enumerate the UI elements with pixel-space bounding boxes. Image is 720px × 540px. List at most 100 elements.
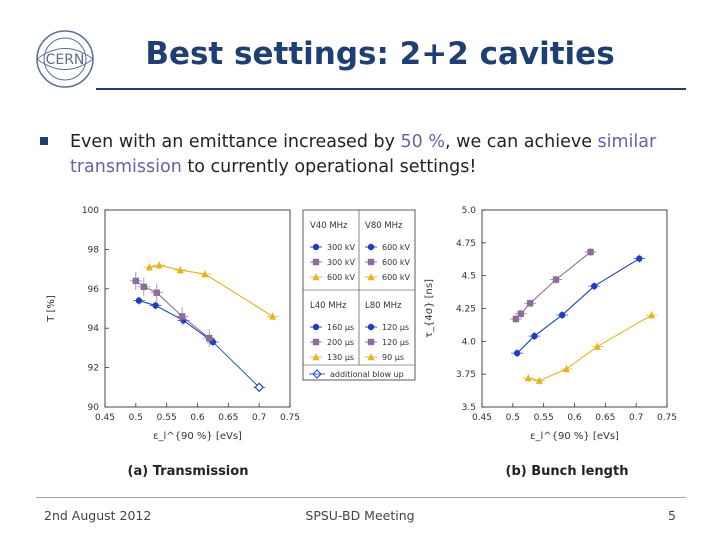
x-tick-label: 0.65 (595, 413, 615, 423)
data-point-yellow (145, 263, 153, 271)
data-point-purple (587, 248, 594, 256)
data-point-purple (178, 313, 186, 320)
legend-length-marker (312, 338, 320, 346)
bullet-point: Even with an emittance increased by 50 %… (40, 130, 700, 180)
legend-voltage-label: 300 kV (327, 243, 355, 252)
x-tick-label: 0.55 (157, 413, 177, 423)
legend-length-marker (367, 338, 375, 346)
data-point-purple (153, 289, 160, 296)
data-point-yellow (155, 261, 163, 269)
legend-length-label: 90 μs (382, 353, 404, 362)
y-tick-label: 4.5 (462, 272, 476, 282)
data-point-purple (140, 283, 148, 291)
data-point-purple (206, 334, 213, 342)
series-line-blue (138, 300, 214, 343)
y-tick-label: 4.25 (456, 305, 476, 315)
legend: V40 MHz V80 MHz 300 kV 600 kV 300 kV 600 kV… (302, 209, 416, 381)
data-point-blue (531, 332, 538, 340)
data-point-yellow (524, 374, 532, 382)
x-tick-label: 0.75 (657, 413, 677, 423)
y-tick-label: 94 (88, 324, 100, 334)
data-point-purple (526, 300, 534, 307)
cern-logo: CERN (36, 30, 94, 88)
footer-date: 2nd August 2012 (44, 508, 152, 523)
bullet-icon (40, 137, 48, 145)
caption-bunch-length: (b) Bunch length (506, 464, 629, 479)
footer-meeting: SPSU-BD Meeting (305, 508, 415, 523)
data-point-yellow (176, 266, 184, 274)
data-point-yellow (535, 376, 543, 384)
series-yellow (143, 261, 279, 321)
legend-length-marker (312, 323, 320, 331)
legend-v40-title: V40 MHz (310, 221, 348, 231)
bullet-text: Even with an emittance increased by 50 %… (70, 132, 657, 177)
legend-length-label: 120 μs (382, 323, 409, 332)
x-tick-label: 0.75 (280, 413, 300, 423)
legend-length-label: 160 μs (327, 323, 354, 332)
y-tick-label: 3.75 (456, 370, 476, 380)
legend-voltage-label: 600 kV (327, 273, 355, 282)
legend-voltage-marker (367, 243, 375, 251)
logo-text: CERN (46, 52, 85, 68)
series-purple (129, 271, 216, 348)
figure-panels: 0.45 0.5 0.55 0.6 0.65 0.7 0.75 90 92 94 96 98 100 ε_… (46, 206, 677, 479)
legend-voltage-label: 300 kV (327, 258, 355, 267)
caption-transmission: (a) Transmission (128, 464, 249, 479)
highlight-percent: 50 % (400, 132, 445, 152)
data-point-blue (636, 255, 643, 262)
data-point-blue (558, 311, 566, 319)
data-point-yellow (593, 342, 601, 350)
legend-voltage-marker (367, 273, 375, 281)
data-point-blue (135, 297, 143, 304)
legend-length-label: 200 μs (327, 338, 354, 347)
y-tick-label: 100 (82, 206, 99, 216)
x-tick-label: 0.45 (95, 413, 115, 423)
data-point-blow-up (254, 382, 264, 393)
data-point-blue (513, 349, 521, 357)
y-axis-label: T [%] (46, 295, 57, 323)
x-tick-label: 0.7 (252, 413, 266, 423)
legend-voltage-marker (312, 258, 320, 266)
legend-l80-title: L80 MHz (365, 301, 402, 311)
series-blue (511, 254, 646, 358)
legend-voltage-label: 600 kV (382, 243, 410, 252)
legend-length-marker (367, 323, 375, 331)
x-tick-label: 0.5 (129, 413, 143, 423)
page-number: 5 (668, 508, 676, 523)
y-tick-label: 5.0 (462, 206, 477, 216)
transmission-chart: 0.45 0.5 0.55 0.6 0.65 0.7 0.75 90 92 94 96 98 100 ε_… (46, 206, 300, 442)
footer-divider (36, 497, 686, 498)
y-tick-label: 98 (88, 245, 100, 255)
data-point-purple (517, 310, 525, 317)
legend-blowup-label: additional blow up (330, 370, 404, 379)
x-axis-label: ε_l^{90 %} [eVs] (530, 431, 619, 442)
y-tick-label: 96 (88, 285, 100, 295)
y-tick-label: 4.75 (456, 239, 476, 249)
highlight-transmission: similar transmission (70, 132, 657, 177)
y-tick-label: 90 (88, 403, 100, 413)
legend-length-marker (312, 353, 320, 361)
x-tick-label: 0.65 (218, 413, 238, 423)
data-point-purple (132, 277, 140, 285)
legend-length-label: 130 μs (327, 353, 354, 362)
x-tick-label: 0.6 (567, 413, 582, 423)
data-point-yellow (562, 365, 571, 373)
plot-frame (104, 209, 291, 408)
data-point-blue (591, 282, 598, 290)
y-tick-label: 92 (88, 364, 99, 374)
data-point-yellow (201, 270, 209, 278)
x-axis-label: ε_l^{90 %} [eVs] (153, 431, 242, 442)
series-blow-up (212, 341, 266, 393)
bunch-length-chart: 0.45 0.5 0.55 0.6 0.65 0.7 0.75 3.5 3.75 4.0 4.25 4… (424, 206, 677, 442)
x-tick-label: 0.5 (506, 413, 520, 423)
legend-v80-title: V80 MHz (365, 221, 403, 231)
legend-length-label: 120 μs (382, 338, 409, 347)
series-purple (509, 248, 597, 324)
slide-title: Best settings: 2+2 cavities (145, 36, 615, 72)
data-point-blue (152, 302, 159, 309)
y-tick-label: 3.5 (462, 403, 476, 413)
plot-frame (481, 209, 668, 408)
data-point-yellow (269, 312, 277, 320)
series-line-blow-up (212, 341, 260, 388)
legend-voltage-label: 600 kV (382, 258, 410, 267)
